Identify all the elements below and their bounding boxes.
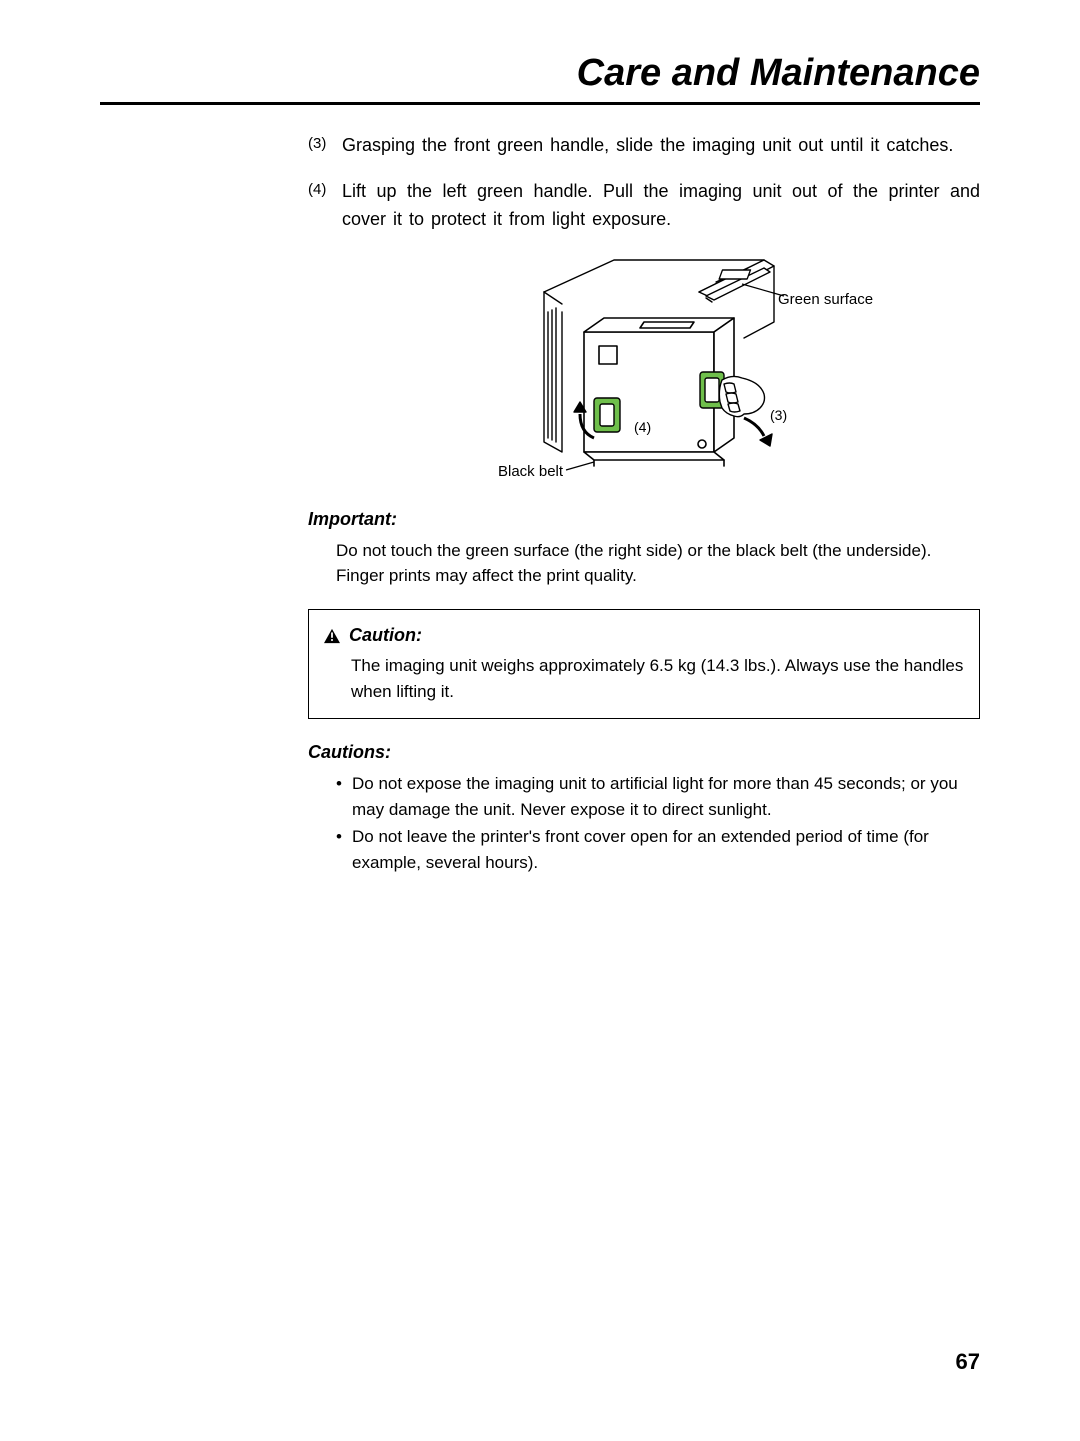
annot-3-text: (3) [770, 407, 787, 423]
cautions-list: • Do not expose the imaging unit to arti… [336, 771, 980, 875]
caution-text: The imaging unit weighs approximately 6.… [351, 653, 965, 704]
caution-heading-row: Caution: [323, 622, 965, 650]
cautions-block: Cautions: • Do not expose the imaging un… [308, 739, 980, 875]
cautions-heading: Cautions: [308, 739, 980, 767]
important-heading: Important: [308, 506, 980, 534]
step-number: (4) [308, 178, 342, 234]
step-4: (4) Lift up the left green handle. Pull … [308, 178, 980, 234]
page: Care and Maintenance (3) Grasping the fr… [0, 0, 1080, 1441]
page-title: Care and Maintenance [577, 52, 980, 95]
important-block: Important: Do not touch the green surfac… [308, 506, 980, 589]
title-rule [100, 102, 980, 105]
label-black-belt: Black belt [498, 460, 563, 483]
label-green-surface: Green surface [778, 288, 873, 311]
list-item-text: Do not leave the printer's front cover o… [352, 824, 980, 875]
page-number: 67 [956, 1349, 980, 1375]
step-number: (3) [308, 132, 342, 160]
figure-imaging-unit: (4) (3) Green surface Black belt [444, 252, 844, 482]
step-3: (3) Grasping the front green handle, sli… [308, 132, 980, 160]
caution-heading: Caution: [349, 622, 422, 650]
list-item: • Do not leave the printer's front cover… [336, 824, 980, 875]
body-column: (3) Grasping the front green handle, sli… [308, 132, 980, 877]
annot-4-text: (4) [634, 419, 651, 435]
bullet-dot: • [336, 824, 352, 875]
step-text: Lift up the left green handle. Pull the … [342, 178, 980, 234]
important-text: Do not touch the green surface (the righ… [336, 538, 980, 589]
bullet-dot: • [336, 771, 352, 822]
list-item: • Do not expose the imaging unit to arti… [336, 771, 980, 822]
step-text: Grasping the front green handle, slide t… [342, 132, 980, 160]
list-item-text: Do not expose the imaging unit to artifi… [352, 771, 980, 822]
caution-box: Caution: The imaging unit weighs approxi… [308, 609, 980, 720]
printer-diagram-svg: (4) (3) [444, 252, 844, 482]
warning-icon [323, 628, 341, 644]
